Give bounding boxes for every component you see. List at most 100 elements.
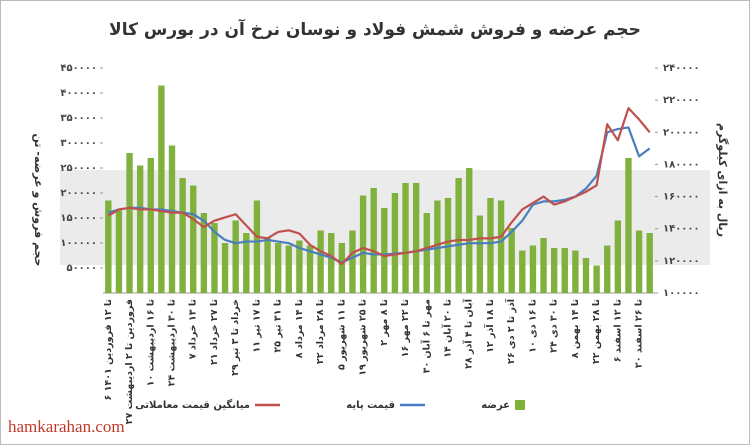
x-tick-label: ۲۷ فروردین تا ۲ اردیبهشت (124, 299, 135, 424)
bar (391, 193, 399, 293)
y-tick-label: ۴۵۰۰۰۰ (60, 63, 97, 74)
bar (105, 200, 112, 293)
x-tick-label: ۲۴ تا ۳۰ اردیبهشت (167, 299, 178, 386)
x-tick-label: ۱۰ تا ۱۶ دی (527, 299, 538, 353)
x-tick-label: ۵ تا ۱۱ شهریور (336, 299, 347, 370)
legend-swatch (515, 400, 525, 410)
legend-label: عرضه (481, 400, 510, 411)
legend-label: قیمت پایه (346, 400, 395, 411)
line (107, 107, 651, 266)
y-axis-title: حجم فروش و عرضه- تن (32, 134, 45, 267)
bar (381, 208, 388, 293)
bar (338, 243, 346, 293)
bar (126, 153, 133, 293)
bar (115, 210, 123, 293)
bar (646, 233, 653, 293)
bar (296, 240, 303, 293)
bar (158, 85, 165, 293)
x-tick-label: ۲۵ تا ۳۱ تیر (273, 299, 284, 353)
bar (147, 158, 154, 293)
x-tick-label: ۱۴ تا ۲۰ آبان (441, 299, 454, 358)
bar (519, 250, 526, 293)
y-tick-label: ۲۰۰۰۰۰ (60, 188, 97, 199)
x-tick-label: ۱۲ تا ۱۸ آذر (483, 299, 496, 353)
bar (540, 238, 547, 293)
bar (412, 183, 420, 293)
bar (136, 165, 144, 293)
x-tick-label: ۲۸ آبان تا ۴ آذر (462, 298, 475, 369)
bar (466, 168, 473, 293)
y-tick-label: ۵۰۰۰۰ (66, 263, 97, 274)
watermark: hamkarahan.com (8, 417, 125, 436)
x-tick-label: ۲ تا ۸ مهر (379, 299, 390, 346)
bar (306, 245, 314, 293)
bar (561, 248, 568, 293)
bar (232, 220, 239, 293)
x-tick-label: ۲۶ آذر تا ۲ دی (504, 298, 517, 364)
bar (243, 233, 250, 293)
y2-tick-label: ۱۴۰۰۰۰ (663, 224, 700, 235)
x-tick-label: ۱۱ تا ۱۷ تیر (251, 299, 262, 353)
y-tick-label: ۳۰۰۰۰۰ (60, 138, 97, 149)
bar (221, 243, 229, 293)
bar (625, 158, 632, 293)
x-tick-label: ۸ تا ۱۴ بهمن (570, 299, 581, 358)
bar (529, 245, 537, 293)
bar (253, 200, 261, 293)
x-tick-label: ۲۱ تا ۲۷ خرداد (209, 299, 220, 365)
x-tick-label: ۶ تا ۱۲ فروردین ۱۴۰۱ (103, 299, 114, 401)
y2-tick-label: ۲۴۰۰۰۰ (663, 63, 700, 74)
bar (508, 228, 515, 293)
bar (487, 198, 494, 293)
x-tick-label: ۲۰ تا ۲۶ اسفند (634, 299, 645, 368)
bar (582, 258, 590, 293)
y-tick-label: ۱۵۰۰۰۰ (60, 213, 97, 224)
bar (274, 243, 282, 293)
bar (476, 215, 484, 293)
bar (550, 248, 558, 293)
y-tick-label: ۲۵۰۰۰۰ (60, 163, 97, 174)
bar (190, 185, 197, 293)
x-tick-label: ۳۰ مهر تا ۶ آبان (419, 299, 432, 373)
y2-tick-label: ۲۲۰۰۰۰ (663, 95, 700, 106)
bar (614, 220, 622, 293)
bar (328, 233, 335, 293)
y2-tick-label: ۱۲۰۰۰۰ (663, 256, 700, 267)
bar (285, 245, 292, 293)
bar (179, 178, 186, 293)
y2-tick-label: ۱۸۰۰۰۰ (663, 159, 700, 170)
bar (497, 200, 505, 293)
bar (200, 213, 208, 293)
bar (211, 223, 218, 293)
bar (317, 230, 324, 293)
x-tick-label: ۲۲ تا ۲۸ مرداد (315, 299, 326, 364)
bar (370, 188, 377, 293)
bar (455, 178, 462, 293)
y-tick-label: ۱۰۰۰۰۰ (60, 238, 97, 249)
x-tick-label: ۲۴ تا ۳۰ دی (549, 299, 560, 353)
x-tick-label: ۱۹ تا ۲۵ شهریور (358, 299, 369, 376)
y-tick-label: ۳۵۰۰۰۰ (60, 113, 97, 124)
bar (168, 145, 176, 293)
x-tick-label: ۸ تا ۱۴ مرداد (294, 299, 305, 358)
y2-tick-label: ۲۰۰۰۰۰ (663, 127, 700, 138)
x-tick-label: ۷ تا ۱۳ خرداد (188, 299, 199, 359)
bar (349, 230, 356, 293)
bar (604, 245, 611, 293)
bar (359, 195, 367, 293)
bar (434, 200, 441, 293)
y2-tick-label: ۱۰۰۰۰۰ (663, 288, 700, 299)
legend: عرضه قیمت پایه میانگین قیمت معاملاتی (135, 398, 525, 411)
x-tick-label: ۱۰ تا ۱۶ اردیبهشت (145, 299, 156, 386)
x-tick-label: ۲۹ خرداد تا ۳ تیر (230, 299, 241, 376)
bar (593, 265, 600, 293)
legend-label: میانگین قیمت معاملاتی (135, 398, 250, 411)
y2-axis-title: ریال به ازای کیلوگرم (716, 123, 729, 237)
bar (635, 230, 643, 293)
bar (572, 250, 579, 293)
y2-tick-label: ۱۶۰۰۰۰ (663, 192, 700, 203)
bar (402, 183, 409, 293)
bar (423, 213, 430, 293)
